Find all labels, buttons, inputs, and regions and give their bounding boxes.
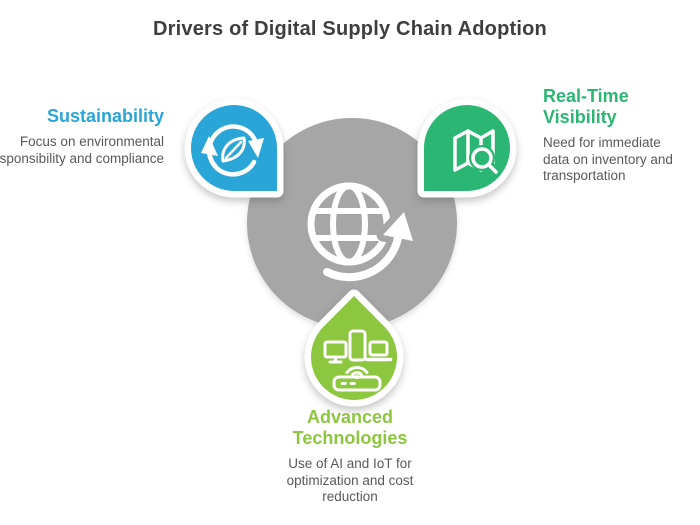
technologies-description: Use of AI and IoT for optimization and c… — [286, 456, 414, 504]
sustainability-label: Sustainability — [46, 106, 164, 126]
visibility-label-block: Real-Time Visibility Need for immediate … — [543, 86, 689, 185]
leaf-recycle-icon — [201, 124, 264, 177]
globe-sync-icon — [307, 182, 420, 288]
map-search-icon — [453, 129, 501, 177]
sustainability-label-block: Sustainability Focus on environmental re… — [0, 106, 164, 167]
technologies-bubble — [304, 289, 404, 407]
page-title: Drivers of Digital Supply Chain Adoption — [153, 18, 547, 40]
technologies-label-block: Advanced Technologies Use of AI and IoT … — [259, 407, 441, 506]
center-circle — [247, 118, 457, 328]
technologies-label: Advanced Technologies — [292, 407, 408, 448]
sustainability-description: Focus on environmental responsibility an… — [0, 134, 164, 166]
visibility-description: Need for immediate data on inventory and… — [543, 135, 673, 183]
connected-devices-icon — [323, 329, 393, 392]
visibility-label: Real-Time Visibility — [543, 86, 629, 127]
